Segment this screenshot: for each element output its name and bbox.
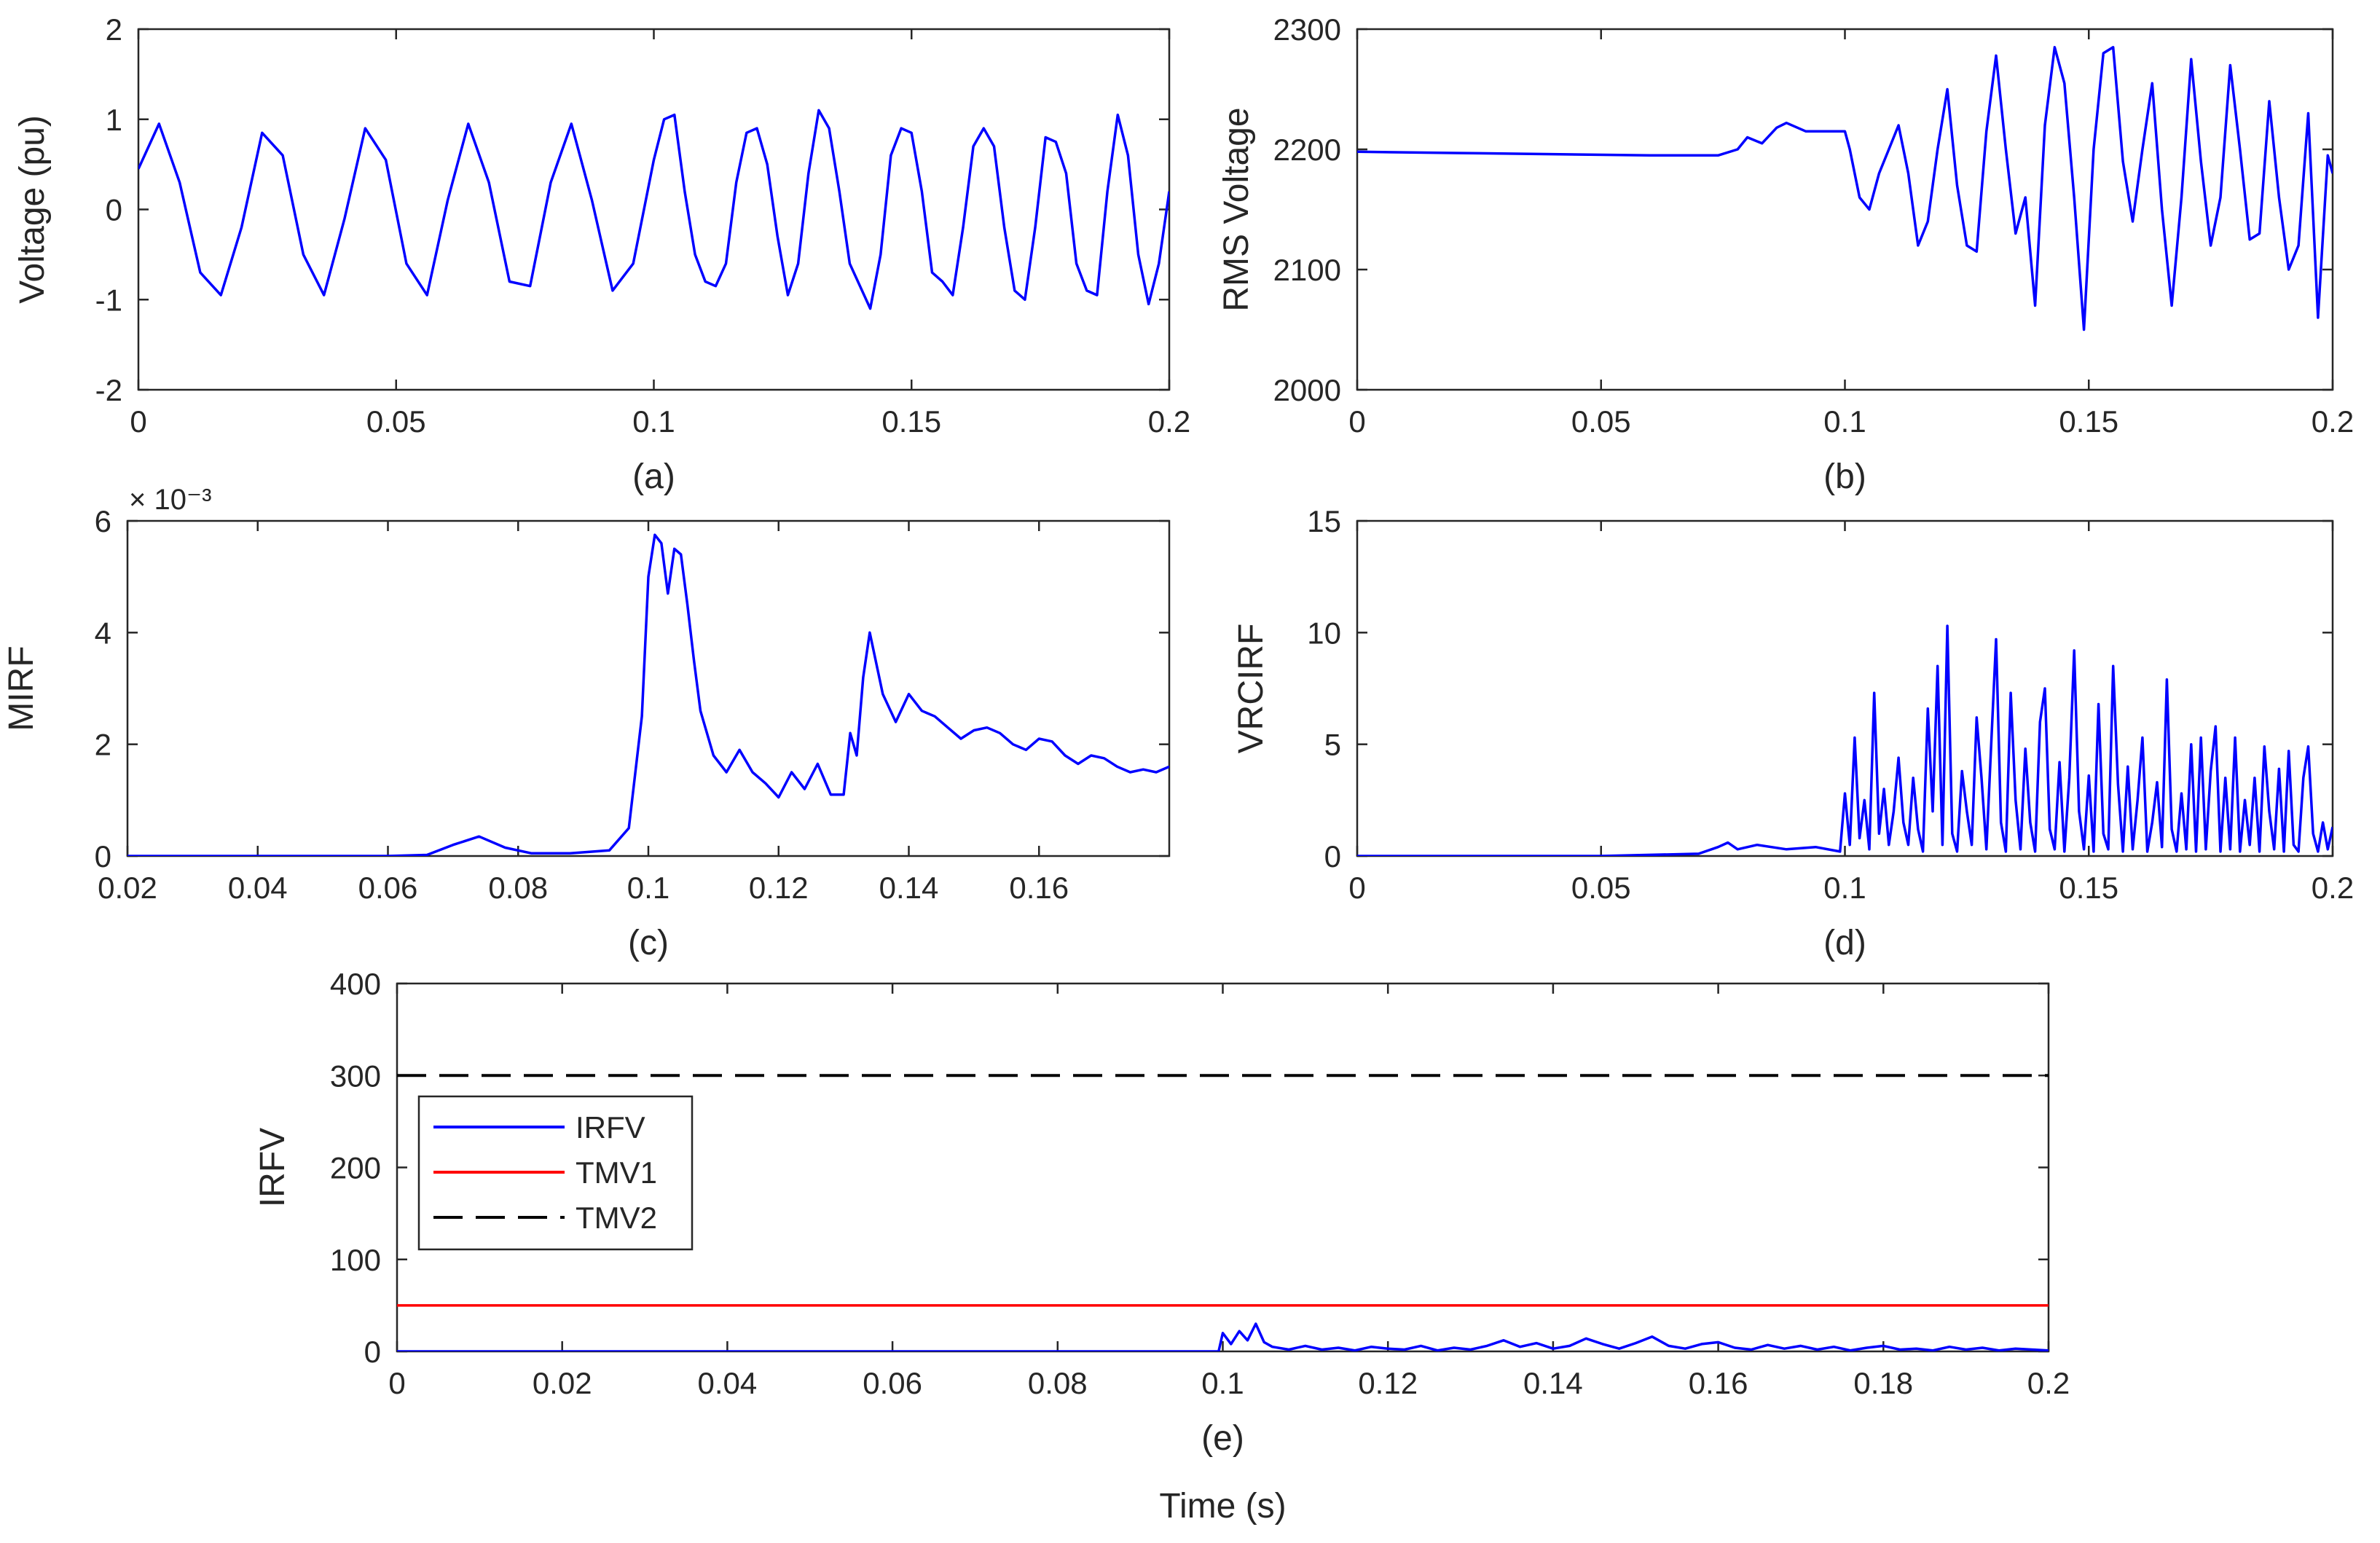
series-line-c-mirf xyxy=(127,533,1169,856)
y-axis-label-c: MIRF xyxy=(2,645,41,731)
y-tick-label-e: 0 xyxy=(364,1335,381,1369)
series-line-e-irfv xyxy=(397,1322,2049,1351)
x-tick-label-a: 0.15 xyxy=(881,404,941,439)
x-tick-label-e: 0.12 xyxy=(1358,1366,1418,1400)
x-tick-label-e: 0.14 xyxy=(1523,1366,1583,1400)
y-tick-label-e: 100 xyxy=(330,1243,381,1277)
y-axis-label-b: RMS Voltage xyxy=(1217,107,1256,311)
y-tick-label-c: 2 xyxy=(95,728,111,762)
x-tick-label-b: 0.15 xyxy=(2059,404,2118,439)
x-tick-label-b: 0.1 xyxy=(1823,404,1866,439)
y-tick-label-c: 6 xyxy=(95,504,111,538)
x-tick-label-b: 0.05 xyxy=(1571,404,1631,439)
x-tick-label-a: 0.2 xyxy=(1148,404,1190,439)
x-tick-label-b: 0 xyxy=(1348,404,1365,439)
series-line-b-rms-voltage xyxy=(1357,46,2333,331)
series-line-d-vrcirf xyxy=(1357,624,2333,856)
y-tick-label-b: 2300 xyxy=(1273,12,1341,47)
x-tick-label-e: 0.04 xyxy=(698,1366,758,1400)
y-tick-label-a: -2 xyxy=(95,373,122,407)
x-tick-label-c: 0.14 xyxy=(879,871,939,905)
y-tick-label-b: 2100 xyxy=(1273,253,1341,287)
y-tick-label-d: 15 xyxy=(1307,504,1341,538)
x-tick-label-b: 0.2 xyxy=(2312,404,2354,439)
x-tick-label-e: 0.06 xyxy=(863,1366,922,1400)
y-tick-label-a: 1 xyxy=(106,103,122,137)
y-tick-label-a: 2 xyxy=(106,12,122,47)
y-tick-label-e: 300 xyxy=(330,1059,381,1093)
x-tick-label-c: 0.16 xyxy=(1009,871,1069,905)
caption-e: (e) xyxy=(1201,1419,1244,1458)
chart-a: 0 0.05 0.1 0.15 0.2 -2 -1 0 1 2 Voltage (pu) (a) xyxy=(13,12,1190,496)
y-tick-label-c: 0 xyxy=(95,839,111,873)
x-tick-label-a: 0.1 xyxy=(632,404,675,439)
series-line-a-voltage xyxy=(138,109,1169,310)
x-tick-label-e: 0.1 xyxy=(1201,1366,1244,1400)
y-tick-label-d: 5 xyxy=(1324,728,1341,762)
caption-c: (c) xyxy=(628,924,669,962)
x-tick-label-a: 0.05 xyxy=(366,404,426,439)
legend-label-tmv2: TMV2 xyxy=(576,1201,657,1235)
x-axis-label-e: Time (s) xyxy=(1159,1487,1286,1526)
caption-a: (a) xyxy=(632,458,675,496)
y-tick-label-c: 4 xyxy=(95,616,111,650)
y-tick-label-b: 2200 xyxy=(1273,133,1341,167)
chart-c: 0.02 0.04 0.06 0.08 0.1 0.12 0.14 0.16 0 2 4 6 × 10⁻… xyxy=(2,484,1171,962)
plot-area-b xyxy=(1356,28,2334,391)
y-axis-label-a: Voltage (pu) xyxy=(13,115,52,304)
x-tick-label-e: 0.18 xyxy=(1853,1366,1913,1400)
y-tick-label-a: -1 xyxy=(95,283,122,317)
caption-d: (d) xyxy=(1823,924,1866,962)
x-tick-label-a: 0 xyxy=(130,404,146,439)
x-tick-label-c: 0.08 xyxy=(488,871,548,905)
caption-b: (b) xyxy=(1823,458,1866,496)
legend-e: IRFV TMV1 TMV2 xyxy=(417,1095,694,1251)
x-tick-label-c: 0.04 xyxy=(228,871,288,905)
x-tick-label-c: 0.1 xyxy=(627,871,669,905)
x-tick-label-e: 0.2 xyxy=(2027,1366,2070,1400)
y-tick-label-e: 400 xyxy=(330,967,381,1001)
x-tick-label-e: 0.02 xyxy=(533,1366,592,1400)
y-axis-label-e: IRFV xyxy=(254,1128,292,1207)
x-tick-label-c: 0.02 xyxy=(98,871,157,905)
x-tick-label-e: 0.16 xyxy=(1689,1366,1748,1400)
y-tick-label-e: 200 xyxy=(330,1151,381,1185)
legend-label-irfv: IRFV xyxy=(576,1110,645,1145)
exponent-label-c: × 10⁻³ xyxy=(129,484,211,516)
x-tick-label-d: 0.15 xyxy=(2059,871,2118,905)
y-tick-label-a: 0 xyxy=(106,193,122,227)
x-tick-label-d: 0.1 xyxy=(1823,871,1866,905)
chart-b: 0 0.05 0.1 0.15 0.2 2000 2100 2200 2300 RMS Volta… xyxy=(1217,12,2354,496)
y-axis-label-d: VRCIRF xyxy=(1232,624,1270,754)
y-tick-label-d: 0 xyxy=(1324,839,1341,873)
x-tick-label-d: 0 xyxy=(1348,871,1365,905)
x-tick-label-c: 0.06 xyxy=(358,871,418,905)
y-tick-label-b: 2000 xyxy=(1273,373,1341,407)
y-tick-label-d: 10 xyxy=(1307,616,1341,650)
x-tick-label-e: 0 xyxy=(388,1366,405,1400)
x-tick-label-c: 0.12 xyxy=(749,871,809,905)
legend-label-tmv1: TMV1 xyxy=(576,1155,657,1190)
x-tick-label-d: 0.05 xyxy=(1571,871,1631,905)
chart-d: 0 0.05 0.1 0.15 0.2 0 5 10 15 VRCIRF (d) xyxy=(1232,504,2354,962)
chart-e: 0 0.02 0.04 0.06 0.08 0.1 0.12 0.14 0.16 0.18 0.2 0… xyxy=(254,967,2070,1526)
x-tick-label-e: 0.08 xyxy=(1028,1366,1088,1400)
x-tick-label-d: 0.2 xyxy=(2312,871,2354,905)
